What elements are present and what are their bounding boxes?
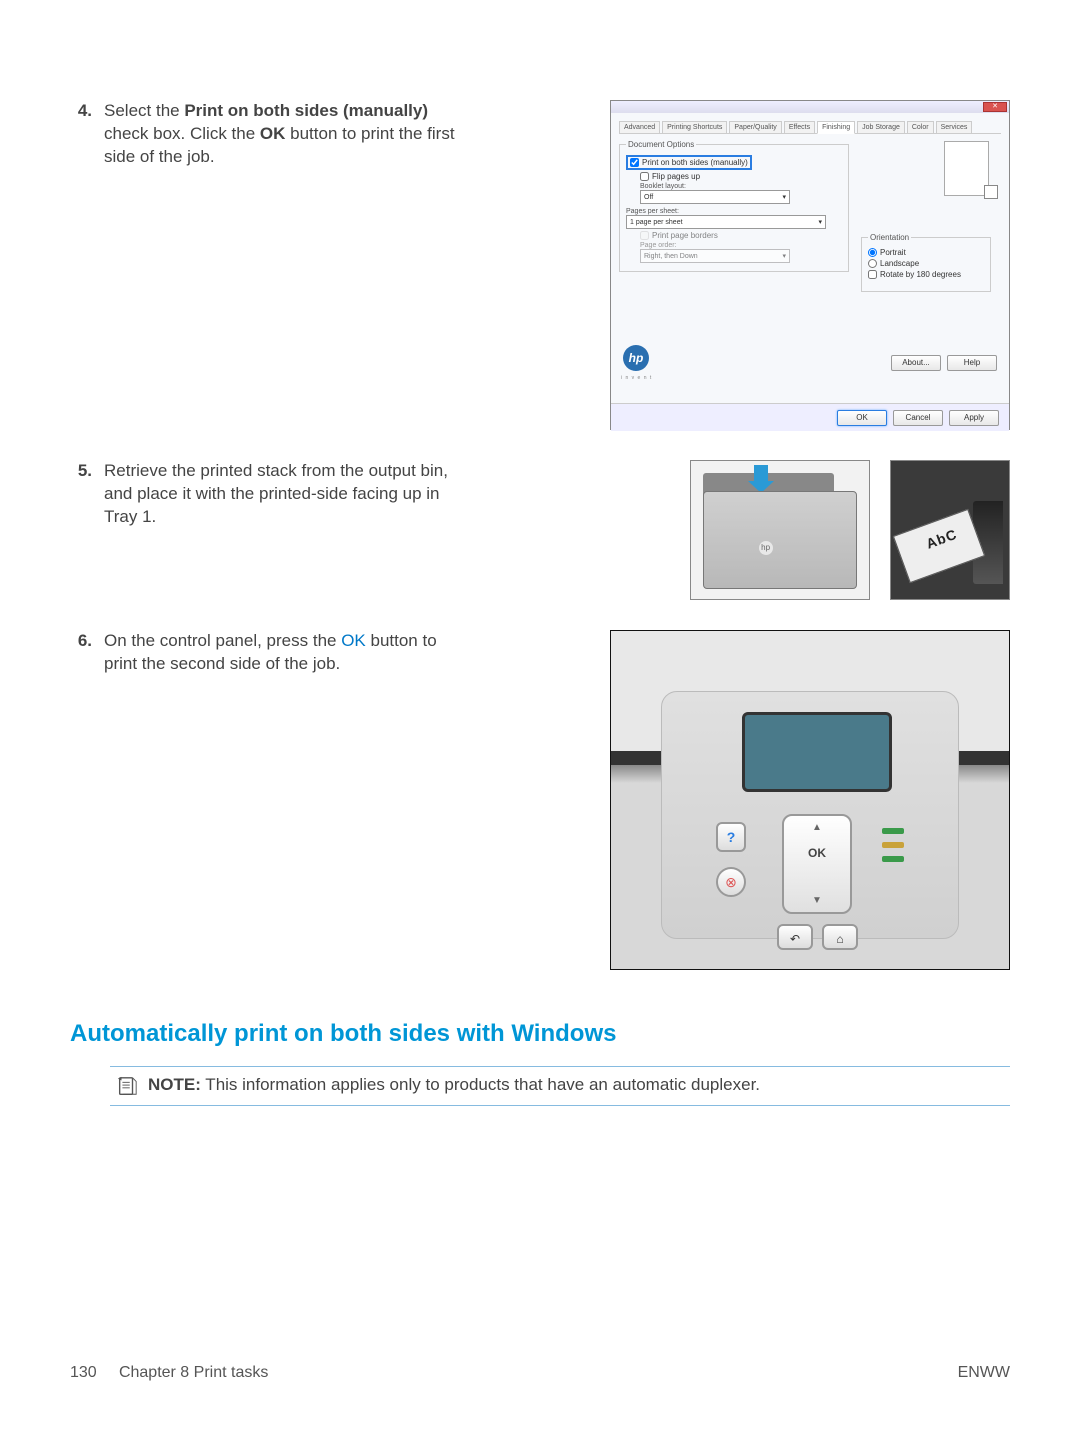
page-order-select: Right, then Down▾ [640,249,790,263]
portrait-radio[interactable] [868,248,877,257]
printer-output-illustration: hp [690,460,870,600]
flip-pages-label: Flip pages up [652,172,700,181]
control-panel-illustration: ? ⊗ ▲ OK ▼ ↶ ⌂ [610,630,1010,970]
note-block: NOTE: This information applies only to p… [110,1066,1010,1106]
tab-advanced[interactable]: Advanced [619,121,660,133]
note-icon [116,1075,138,1097]
landscape-radio[interactable] [868,259,877,268]
booklet-layout-label: Booklet layout: [640,183,842,190]
step-5: 5. Retrieve the printed stack from the o… [70,460,470,600]
document-options-label: Document Options [626,140,696,149]
page-preview-icon [944,141,989,196]
step-5-body: Retrieve the printed stack from the outp… [104,460,470,600]
print-borders-label: Print page borders [652,231,718,240]
step-6-body: On the control panel, press the OK butto… [104,630,470,970]
step-5-number: 5. [70,460,92,600]
close-icon[interactable]: ✕ [983,102,1007,112]
cancel-button-icon[interactable]: ⊗ [716,867,746,897]
step-6-number: 6. [70,630,92,970]
chevron-down-icon: ▾ [818,218,822,226]
orientation-group: Orientation Portrait Landscape Rotate by… [861,233,991,292]
dpad[interactable]: ▲ OK ▼ [782,814,852,914]
step-4-body: Select the Print on both sides (manually… [104,100,470,430]
back-button-icon[interactable]: ↶ [777,924,813,950]
step-4: 4. Select the Print on both sides (manua… [70,100,470,430]
tab-services[interactable]: Services [936,121,973,133]
arrow-down-icon [751,465,771,493]
dpad-ok-button[interactable]: OK [784,846,850,860]
booklet-layout-select[interactable]: Off▾ [640,190,790,204]
document-options-group: Document Options Print on both sides (ma… [619,140,849,272]
step-4-number: 4. [70,100,92,430]
tab-job-storage[interactable]: Job Storage [857,121,905,133]
flip-pages-checkbox[interactable] [640,172,649,181]
dialog-footer: OK Cancel Apply [611,403,1009,431]
tab-finishing[interactable]: Finishing [817,121,855,134]
cancel-button[interactable]: Cancel [893,410,943,426]
tab-printing-shortcuts[interactable]: Printing Shortcuts [662,121,727,133]
step-6: 6. On the control panel, press the OK bu… [70,630,470,970]
print-both-sides-checkbox[interactable] [630,158,639,167]
page-number: 130 [70,1364,97,1381]
pages-per-sheet-label: Pages per sheet: [626,208,842,215]
hp-logo-icon: hp [623,345,649,371]
led-data-icon [882,842,904,848]
printer-tray-illustration [890,460,1010,600]
note-text: NOTE: This information applies only to p… [148,1075,760,1097]
print-borders-checkbox [640,231,649,240]
about-button[interactable]: About... [891,355,941,371]
orientation-label: Orientation [868,233,911,242]
hp-logo-icon: hp [759,541,773,555]
tab-paper-quality[interactable]: Paper/Quality [729,121,781,133]
dialog-titlebar: ✕ [611,101,1009,113]
rotate-180-checkbox[interactable] [868,270,877,279]
help-button[interactable]: Help [947,355,997,371]
led-attention-icon [882,856,904,862]
print-both-sides-label: Print on both sides (manually) [642,158,748,167]
status-leds [878,820,908,870]
apply-button[interactable]: Apply [949,410,999,426]
dpad-up-icon[interactable]: ▲ [784,822,850,833]
tab-effects[interactable]: Effects [784,121,815,133]
page-order-label: Page order: [640,242,842,249]
hp-invent-label: i n v e n t [621,375,652,381]
pages-per-sheet-select[interactable]: 1 page per sheet▾ [626,215,826,229]
footer-right: ENWW [958,1364,1010,1382]
page-footer: 130 Chapter 8 Print tasks ENWW [70,1364,1010,1382]
paper-abc-icon [893,509,985,583]
tab-color[interactable]: Color [907,121,934,133]
led-ready-icon [882,828,904,834]
chevron-down-icon: ▾ [782,252,786,260]
chevron-down-icon: ▾ [782,193,786,201]
lcd-screen [742,712,892,792]
dialog-tabs: Advanced Printing Shortcuts Paper/Qualit… [619,121,1001,134]
section-heading: Automatically print on both sides with W… [70,1020,1010,1048]
help-button-icon[interactable]: ? [716,822,746,852]
dpad-down-icon[interactable]: ▼ [784,895,850,906]
ok-button[interactable]: OK [837,410,887,426]
chapter-label: Chapter 8 Print tasks [119,1364,268,1381]
home-button-icon[interactable]: ⌂ [822,924,858,950]
print-dialog-screenshot: ✕ Advanced Printing Shortcuts Paper/Qual… [610,100,1010,430]
